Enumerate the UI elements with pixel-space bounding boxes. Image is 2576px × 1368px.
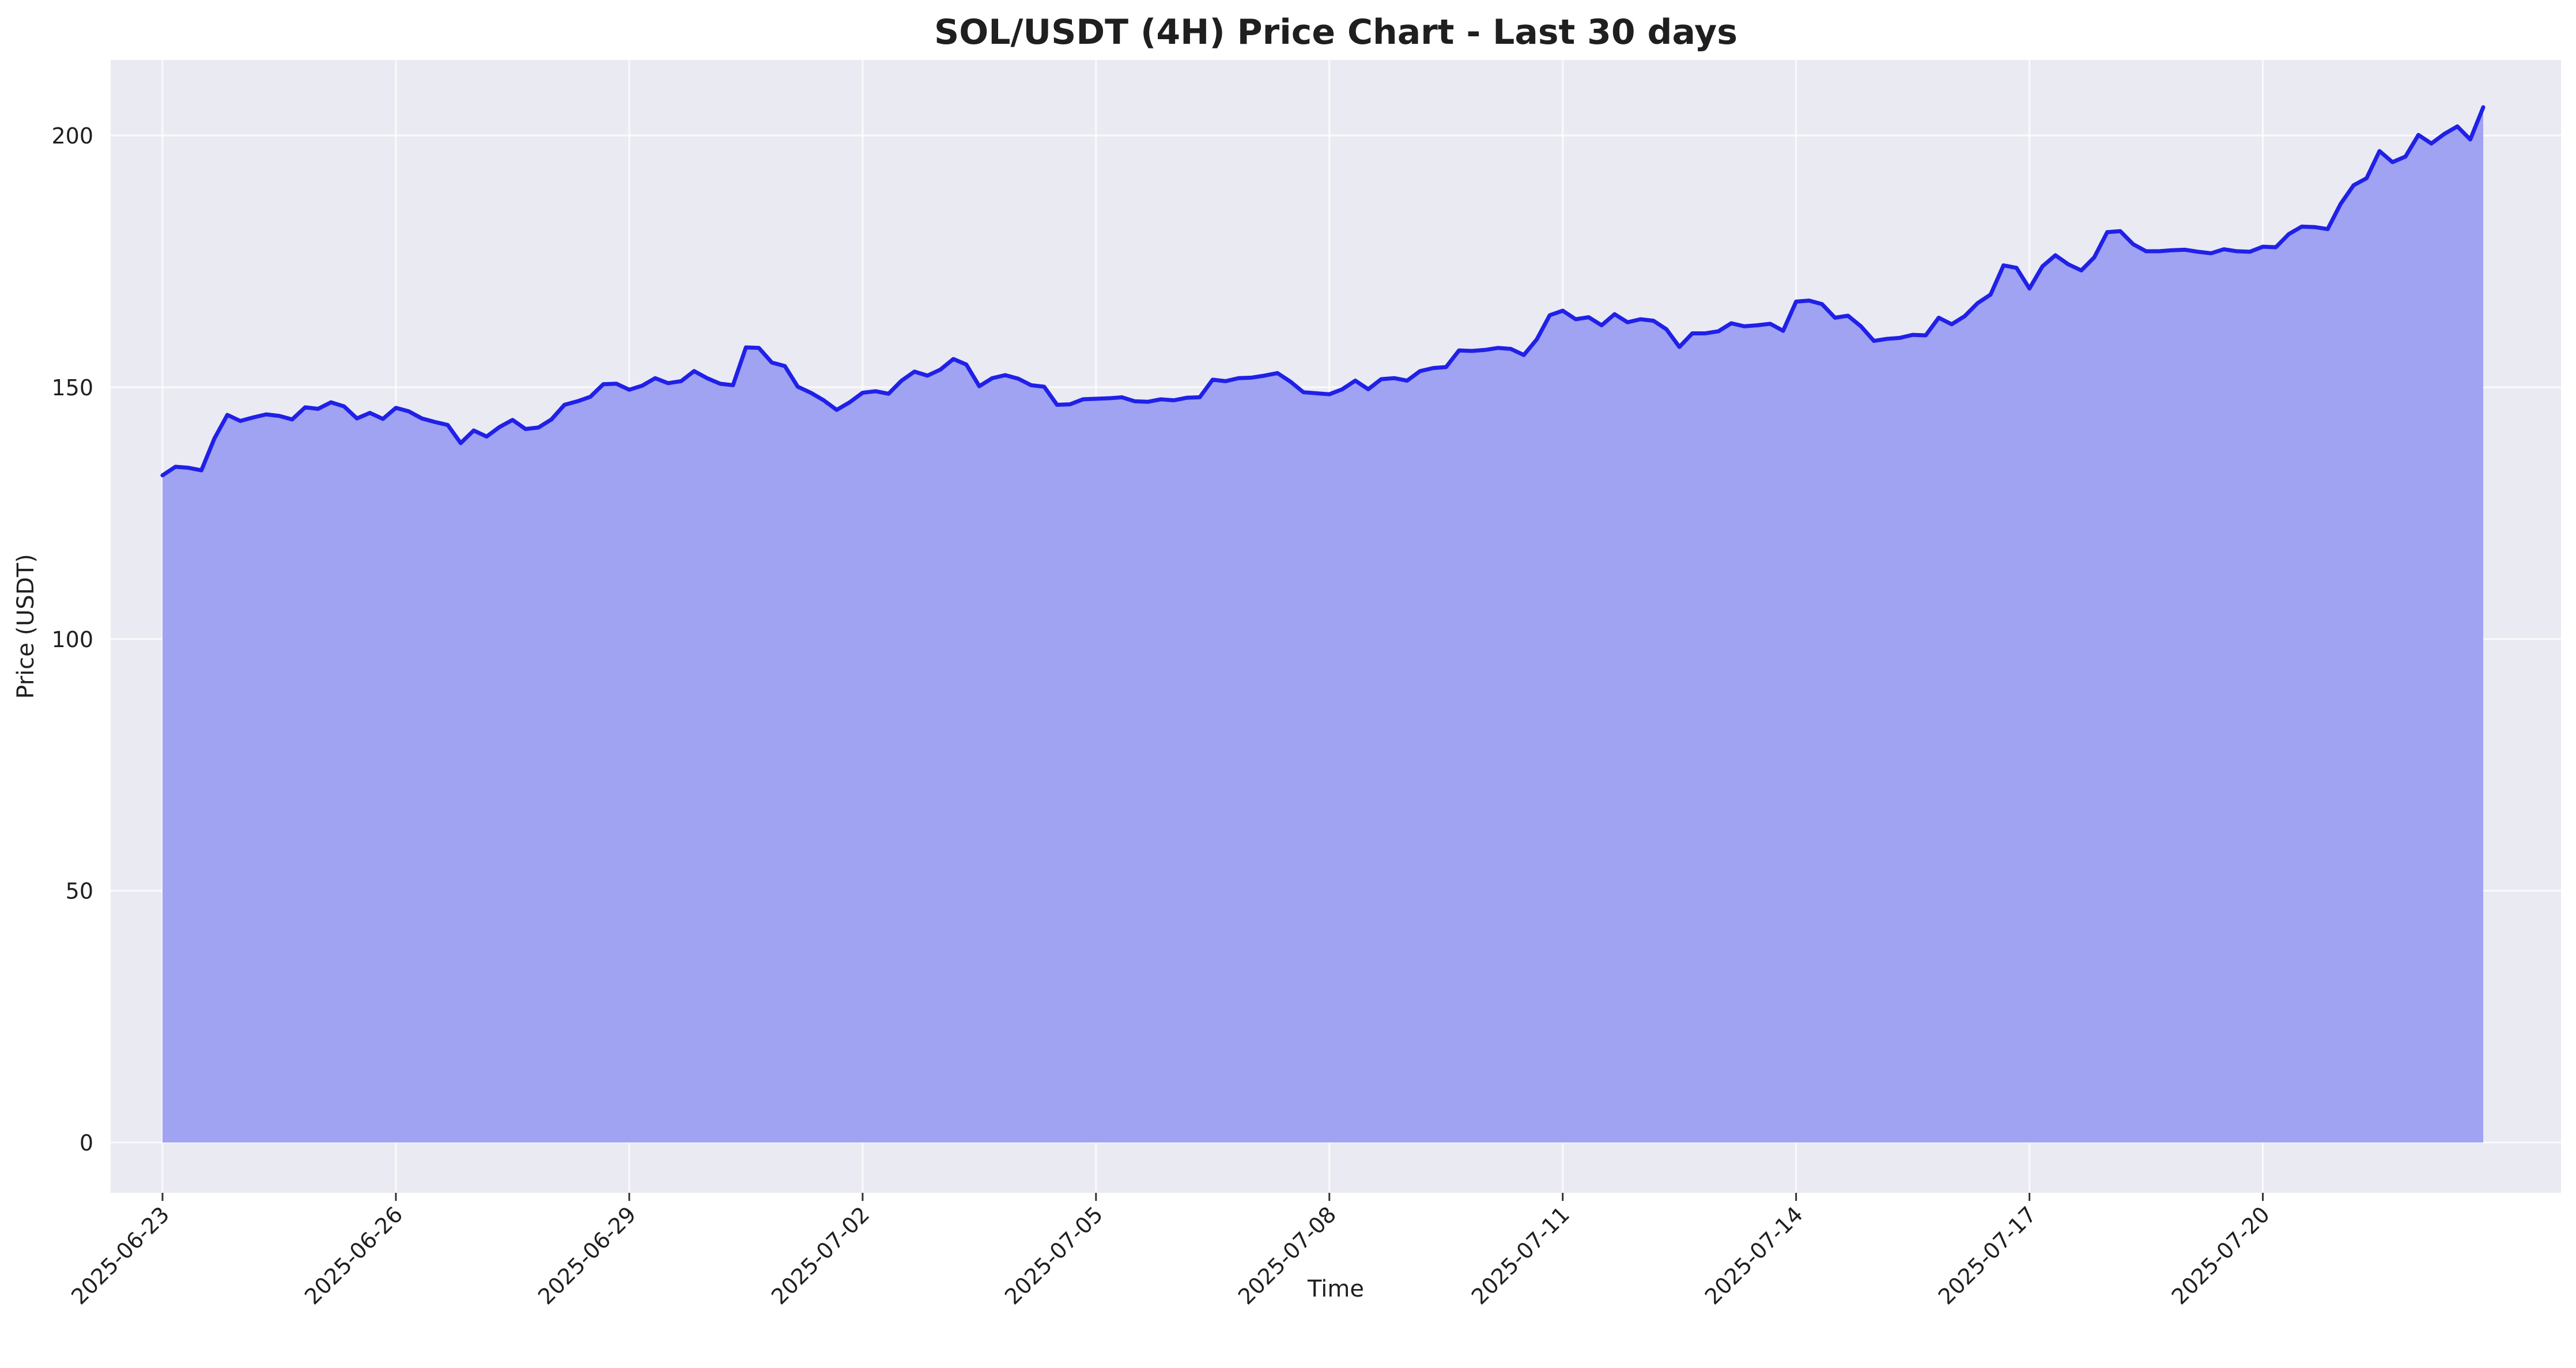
y-tick-label: 0 [80, 1131, 93, 1156]
price-area-fill [162, 107, 2484, 1143]
y-axis-label: Price (USDT) [13, 554, 39, 698]
price-area-layer [160, 105, 2486, 1143]
x-tick-label: 2025-07-05 [1000, 1201, 1108, 1309]
x-tick-label: 2025-07-14 [1700, 1201, 1808, 1309]
y-axis: 0 50 100 150 200 [51, 123, 93, 1156]
x-tick-label: 2025-07-20 [2167, 1201, 2275, 1309]
x-tick-label: 2025-06-29 [533, 1201, 641, 1309]
x-tick-label: 2025-07-17 [1933, 1201, 2041, 1309]
y-tick-label: 200 [51, 123, 93, 149]
x-tick-label: 2025-06-26 [300, 1201, 407, 1309]
chart-title: SOL/USDT (4H) Price Chart - Last 30 days [934, 12, 1738, 52]
y-tick-label: 50 [66, 879, 93, 904]
x-tick-label: 2025-07-02 [766, 1201, 874, 1309]
x-axis-label: Time [1307, 1276, 1364, 1302]
x-tick-label: 2025-06-23 [66, 1201, 174, 1309]
price-line [160, 105, 2486, 478]
y-tick-label: 100 [51, 627, 93, 652]
y-tick-label: 150 [51, 375, 93, 400]
x-tick-label: 2025-07-11 [1467, 1201, 1574, 1309]
x-axis: 2025-06-23 2025-06-26 2025-06-29 2025-07-02… [66, 1193, 2275, 1310]
